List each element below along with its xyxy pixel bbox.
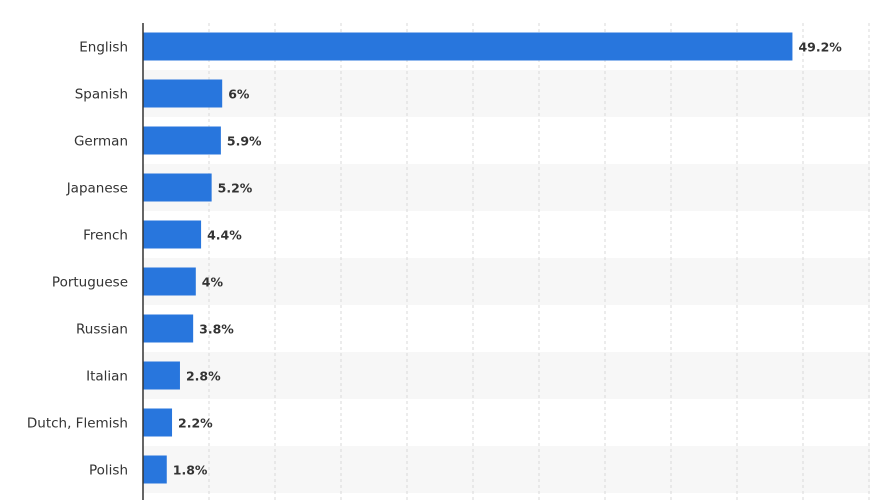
category-label: Japanese	[66, 181, 128, 197]
bar[interactable]	[143, 32, 793, 61]
value-label: 49.2%	[798, 40, 842, 55]
bar[interactable]	[143, 126, 221, 155]
bar[interactable]	[143, 173, 212, 202]
row-band	[143, 258, 870, 305]
category-labels: English Spanish German Japanese French Portug…	[27, 40, 128, 479]
value-label: 5.9%	[227, 134, 262, 149]
gridlines	[208, 23, 870, 500]
category-label: Spanish	[75, 87, 128, 103]
bar[interactable]	[143, 79, 223, 108]
category-label: Polish	[89, 463, 128, 479]
value-label: 2.2%	[178, 416, 213, 431]
value-label: 5.2%	[218, 181, 253, 196]
value-label: 2.8%	[186, 369, 221, 384]
bar[interactable]	[143, 314, 194, 343]
row-band	[143, 352, 870, 399]
value-label: 4.4%	[207, 228, 242, 243]
row-bands	[143, 70, 870, 493]
row-band	[143, 70, 870, 117]
bar[interactable]	[143, 361, 180, 390]
category-label: French	[83, 228, 128, 244]
category-label: Italian	[86, 369, 128, 385]
category-label: Russian	[76, 322, 128, 338]
value-labels: 49.2% 6% 5.9% 5.2% 4.4% 4% 3.8% 2.8% 2.2% 1.8%	[173, 40, 843, 478]
row-band	[143, 446, 870, 493]
category-label: German	[74, 134, 128, 150]
bar[interactable]	[143, 408, 173, 437]
value-label: 1.8%	[173, 463, 208, 478]
value-label: 4%	[202, 275, 224, 290]
bar[interactable]	[143, 267, 196, 296]
value-label: 6%	[228, 87, 250, 102]
bar[interactable]	[143, 220, 202, 249]
row-band	[143, 164, 870, 211]
category-label: English	[79, 40, 128, 56]
category-label: Dutch, Flemish	[27, 416, 128, 432]
value-label: 3.8%	[199, 322, 234, 337]
bars	[143, 32, 793, 484]
category-label: Portuguese	[52, 275, 128, 291]
bar[interactable]	[143, 455, 167, 484]
